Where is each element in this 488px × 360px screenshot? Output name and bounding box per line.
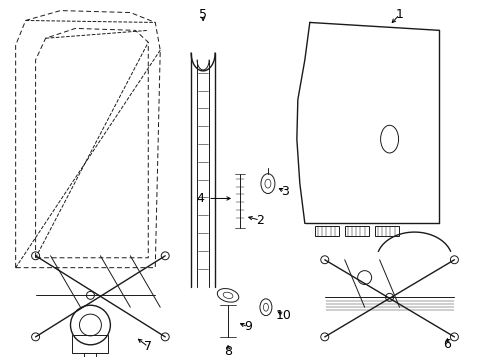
Text: 5: 5 xyxy=(199,8,207,21)
Text: 9: 9 xyxy=(244,320,251,333)
Circle shape xyxy=(161,252,169,260)
Text: 6: 6 xyxy=(443,338,450,351)
Circle shape xyxy=(86,291,94,299)
Bar xyxy=(314,226,338,236)
Text: 3: 3 xyxy=(281,185,288,198)
Text: 1: 1 xyxy=(395,8,403,21)
Circle shape xyxy=(320,256,328,264)
Text: 10: 10 xyxy=(275,309,291,321)
Circle shape xyxy=(32,333,40,341)
Circle shape xyxy=(449,256,457,264)
Circle shape xyxy=(385,293,393,301)
Bar xyxy=(374,226,398,236)
Text: 7: 7 xyxy=(144,340,152,353)
Circle shape xyxy=(320,333,328,341)
Text: 8: 8 xyxy=(224,345,232,358)
Text: 2: 2 xyxy=(256,214,264,227)
Text: 4: 4 xyxy=(196,192,203,205)
Circle shape xyxy=(449,333,457,341)
Bar xyxy=(72,335,108,353)
Bar xyxy=(344,226,368,236)
Circle shape xyxy=(161,333,169,341)
Circle shape xyxy=(32,252,40,260)
